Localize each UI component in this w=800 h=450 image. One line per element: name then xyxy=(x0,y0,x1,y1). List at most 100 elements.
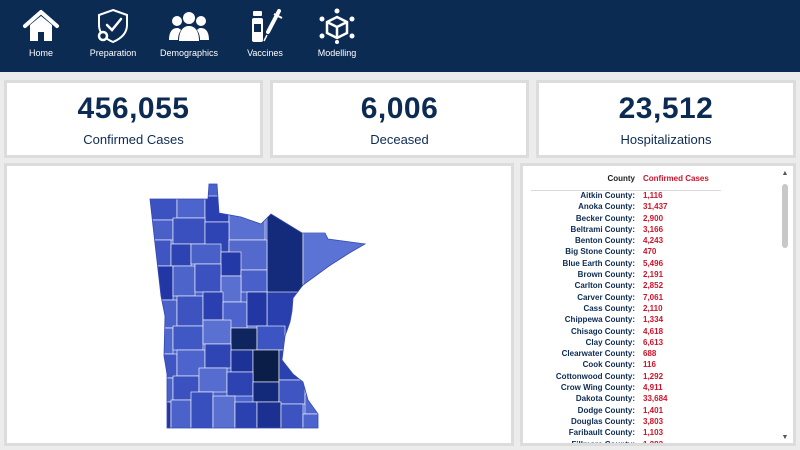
nav-demographics[interactable]: Demographics xyxy=(152,0,226,72)
confirmed-cases-cell: 688 xyxy=(643,349,657,359)
county-name-cell: Benton County: xyxy=(575,236,635,246)
minnesota-county-map[interactable] xyxy=(7,166,511,443)
table-header: County Confirmed Cases xyxy=(531,171,721,191)
confirmed-cases-value: 456,055 xyxy=(77,91,190,125)
county-name-cell: Carver County: xyxy=(577,292,635,302)
nav-preparation-label: Preparation xyxy=(89,48,137,58)
deceased-value: 6,006 xyxy=(360,91,439,125)
county-name-cell: Cottonwood County: xyxy=(555,371,635,381)
county-name-cell: Cass County: xyxy=(583,303,635,313)
scroll-up-icon[interactable]: ▲ xyxy=(781,170,789,177)
confirmed-cases-cell: 5,496 xyxy=(643,258,664,268)
nav-modelling[interactable]: Modelling xyxy=(304,0,370,72)
confirmed-cases-cell: 116 xyxy=(643,360,656,370)
top-navigation-bar: Home Preparation Demographics xyxy=(0,0,800,72)
county-name-cell: Big Stone County: xyxy=(565,247,635,257)
confirmed-cases-cell: 1,103 xyxy=(643,428,664,438)
county-name-cell: Anoka County: xyxy=(578,202,635,212)
table-row[interactable]: Faribault County: 1,103 xyxy=(531,427,721,438)
confirmed-cases-cell: 33,684 xyxy=(643,394,668,404)
hospitalizations-card: 23,512 Hospitalizations xyxy=(536,80,796,158)
county-name-cell: Dodge County: xyxy=(577,405,635,415)
scroll-down-icon[interactable]: ▼ xyxy=(781,434,789,441)
table-row[interactable]: Anoka County: 31,437 xyxy=(531,201,721,212)
county-name-cell: Beltrami County: xyxy=(570,224,635,234)
table-row[interactable]: Carlton County: 2,852 xyxy=(531,280,721,291)
confirmed-cases-cell: 3,166 xyxy=(643,224,664,234)
table-row[interactable]: Chippewa County: 1,334 xyxy=(531,314,721,325)
confirmed-cases-cell: 31,437 xyxy=(643,202,668,212)
county-map-card xyxy=(4,163,514,446)
shield-gear-icon xyxy=(92,8,134,44)
table-row[interactable]: Aitkin County: 1,116 xyxy=(531,190,721,201)
table-row[interactable]: Dakota County: 33,684 xyxy=(531,393,721,404)
county-name-cell: Dakota County: xyxy=(575,394,635,404)
confirmed-cases-cell: 4,618 xyxy=(643,326,664,336)
nav-vaccines[interactable]: Vaccines xyxy=(232,0,298,72)
nav-modelling-label: Modelling xyxy=(317,48,357,58)
county-name-cell: Aitkin County: xyxy=(580,191,635,200)
table-row[interactable]: Becker County: 2,900 xyxy=(531,213,721,224)
table-row[interactable]: Dodge County: 1,401 xyxy=(531,405,721,416)
nav-home[interactable]: Home xyxy=(8,0,74,72)
nav-vaccines-label: Vaccines xyxy=(247,48,283,58)
table-row[interactable]: Brown County: 2,191 xyxy=(531,269,721,280)
confirmed-cases-cell: 1,334 xyxy=(643,315,664,325)
county-name-cell: Becker County: xyxy=(575,213,635,223)
table-row[interactable]: Clay County: 6,613 xyxy=(531,337,721,348)
county-name-cell: Crow Wing County: xyxy=(560,383,635,393)
table-body[interactable]: Aitkin County: 1,116 Anoka County: 31,437 Be… xyxy=(531,190,721,445)
table-row[interactable]: Cass County: 2,110 xyxy=(531,303,721,314)
scroll-thumb[interactable] xyxy=(782,184,788,248)
confirmed-cases-cell: 3,803 xyxy=(643,416,664,426)
table-row[interactable]: Benton County: 4,243 xyxy=(531,235,721,246)
table-row[interactable]: Fillmore County: 1,283 xyxy=(531,439,721,445)
table-row[interactable]: Cook County: 116 xyxy=(531,359,721,370)
confirmed-cases-cell: 7,061 xyxy=(643,292,664,302)
county-column-header[interactable]: County xyxy=(607,174,635,183)
county-name-cell: Cook County: xyxy=(582,360,635,370)
home-icon xyxy=(20,8,62,44)
county-name-cell: Clearwater County: xyxy=(561,349,635,359)
hospitalizations-label: Hospitalizations xyxy=(620,131,712,147)
confirmed-cases-card: 456,055 Confirmed Cases xyxy=(4,80,263,158)
table-row[interactable]: Clearwater County: 688 xyxy=(531,348,721,359)
county-name-cell: Fillmore County: xyxy=(571,439,635,445)
confirmed-cases-cell: 1,292 xyxy=(643,371,664,381)
table-row[interactable]: Chisago County: 4,618 xyxy=(531,326,721,337)
confirmed-cases-cell: 4,243 xyxy=(643,236,664,246)
confirmed-cases-cell: 2,852 xyxy=(643,281,664,291)
deceased-card: 6,006 Deceased xyxy=(270,80,529,158)
table-scrollbar[interactable]: ▲ ▼ xyxy=(781,170,789,442)
confirmed-cases-cell: 1,283 xyxy=(643,439,664,445)
table-row[interactable]: Blue Earth County: 5,496 xyxy=(531,258,721,269)
people-icon xyxy=(168,8,210,44)
table-row[interactable]: Carver County: 7,061 xyxy=(531,292,721,303)
county-name-cell: Clay County: xyxy=(585,337,635,347)
table-row[interactable]: Cottonwood County: 1,292 xyxy=(531,371,721,382)
cube-network-icon xyxy=(316,8,358,44)
county-name-cell: Chisago County: xyxy=(571,326,635,336)
nav-preparation[interactable]: Preparation xyxy=(80,0,146,72)
county-name-cell: Brown County: xyxy=(577,270,635,280)
hospitalizations-value: 23,512 xyxy=(618,91,714,125)
confirmed-cases-cell: 2,900 xyxy=(643,213,664,223)
table-row[interactable]: Crow Wing County: 4,911 xyxy=(531,382,721,393)
table-row[interactable]: Douglas County: 3,803 xyxy=(531,416,721,427)
table-row[interactable]: Beltrami County: 3,166 xyxy=(531,224,721,235)
vaccine-icon xyxy=(244,8,286,44)
nav-demographics-label: Demographics xyxy=(159,48,219,58)
confirmed-cases-cell: 1,401 xyxy=(643,405,664,415)
county-cases-table: County Confirmed Cases Aitkin County: 1,1… xyxy=(520,163,796,446)
county-name-cell: Chippewa County: xyxy=(564,315,635,325)
confirmed-cases-cell: 1,116 xyxy=(643,191,663,200)
county-name-cell: Douglas County: xyxy=(571,416,635,426)
confirmed-cases-cell: 2,110 xyxy=(643,303,663,313)
county-regions xyxy=(150,184,365,428)
deceased-label: Deceased xyxy=(370,131,429,147)
confirmed-cases-cell: 6,613 xyxy=(643,337,664,347)
confirmed-cases-column-header[interactable]: Confirmed Cases xyxy=(643,174,709,183)
confirmed-cases-label: Confirmed Cases xyxy=(83,131,184,147)
confirmed-cases-cell: 2,191 xyxy=(643,270,664,280)
table-row[interactable]: Big Stone County: 470 xyxy=(531,246,721,257)
